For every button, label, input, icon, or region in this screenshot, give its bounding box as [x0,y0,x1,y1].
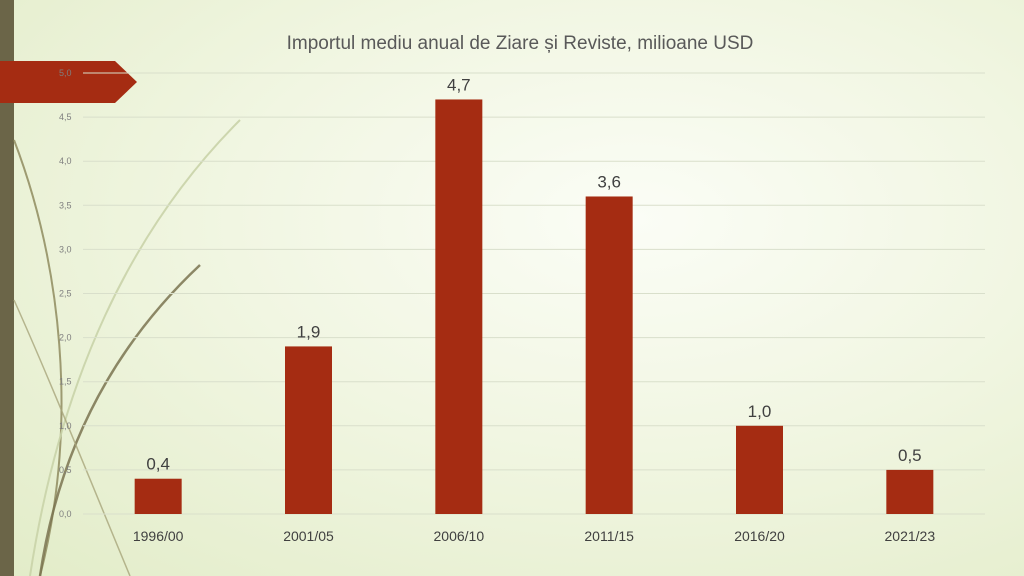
bar [134,478,182,514]
decorative-side-bar [0,0,14,576]
bar [736,425,783,514]
decorative-arrow-shape [0,61,137,103]
y-tick-label: 3,5 [59,200,72,210]
y-tick-label: 0,0 [59,509,72,519]
x-tick-label: 2011/15 [584,528,634,544]
x-tick-label: 2006/10 [434,528,485,544]
y-tick-label: 4,0 [59,156,72,166]
chart-title: Importul mediu anual de Ziare și Reviste… [286,33,754,54]
gridlines [83,72,985,515]
bar [886,469,934,514]
y-tick-label: 1,0 [59,421,72,431]
x-axis-labels: 1996/00 2001/05 2006/10 2011/15 2016/20 2021/… [133,528,935,544]
bar [435,99,483,515]
data-label: 0,4 [146,455,170,474]
x-tick-label: 2001/05 [283,528,334,544]
data-labels: 0,4 1,9 4,7 3,6 1,0 0,5 [146,75,921,473]
x-tick-label: 2016/20 [734,528,785,544]
data-label: 0,5 [898,446,922,465]
bar [585,196,633,515]
y-tick-label: 1,5 [59,377,72,387]
y-tick-label: 3,0 [59,244,72,254]
y-tick-label: 5,0 [59,68,72,78]
data-label: 4,7 [447,75,471,94]
x-tick-label: 1996/00 [133,528,184,544]
y-tick-label: 2,0 [59,333,72,343]
y-axis-ticks: 0,0 0,5 1,0 1,5 2,0 2,5 3,0 3,5 4,0 4,5 5,0 [59,68,72,519]
data-label: 1,9 [297,322,321,341]
y-tick-label: 4,5 [59,112,72,122]
bar [285,346,332,514]
data-label: 3,6 [597,172,621,191]
bars [134,99,934,515]
y-tick-label: 0,5 [59,465,72,475]
data-label: 1,0 [748,402,772,421]
y-tick-label: 2,5 [59,289,72,299]
x-tick-label: 2021/23 [885,528,936,544]
